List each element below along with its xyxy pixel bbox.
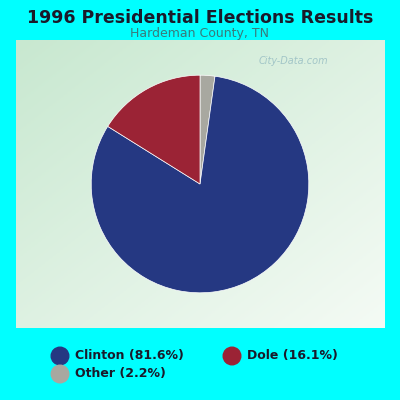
Wedge shape bbox=[200, 75, 215, 184]
Text: Other (2.2%): Other (2.2%) bbox=[75, 368, 166, 380]
Text: City-Data.com: City-Data.com bbox=[258, 56, 328, 66]
Text: 1996 Presidential Elections Results: 1996 Presidential Elections Results bbox=[27, 9, 373, 27]
Text: Dole (16.1%): Dole (16.1%) bbox=[247, 350, 338, 362]
Text: Clinton (81.6%): Clinton (81.6%) bbox=[75, 350, 184, 362]
Text: Hardeman County, TN: Hardeman County, TN bbox=[130, 28, 270, 40]
Wedge shape bbox=[108, 75, 200, 184]
Wedge shape bbox=[91, 76, 309, 293]
